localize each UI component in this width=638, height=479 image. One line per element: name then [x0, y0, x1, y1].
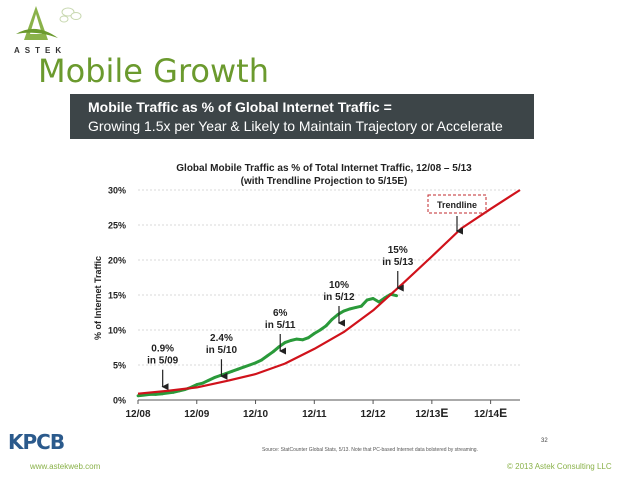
x-tick-label: 12/10: [243, 409, 268, 420]
actual-point: [242, 365, 246, 369]
actual-point: [330, 318, 334, 321]
annotation-date: in 5/09: [147, 356, 179, 367]
annotation-value: 6%: [273, 308, 288, 319]
source-note: Source: StatCounter Global Stats, 5/13. …: [262, 447, 478, 453]
actual-point: [154, 393, 158, 396]
actual-point: [230, 369, 234, 373]
x-tick-label: 12/12: [361, 409, 386, 420]
annotation-value: 0.9%: [151, 344, 174, 355]
series-actual-line: [137, 292, 397, 398]
x-tick-label: 12/13E: [415, 406, 448, 420]
annotation-date: in 5/11: [265, 320, 296, 331]
actual-point: [377, 300, 381, 304]
y-tick-label: 5%: [113, 361, 126, 371]
x-tick-label: 12/08: [125, 409, 150, 420]
x-tick-label: 12/11: [302, 409, 327, 420]
y-tick-label: 30%: [108, 186, 126, 196]
actual-point: [265, 354, 269, 358]
trendline-label-box: [427, 194, 487, 214]
y-tick-label: 10%: [108, 326, 126, 336]
actual-point: [348, 307, 351, 311]
logo-text: ASTEK: [14, 46, 67, 55]
actual-point: [207, 379, 210, 382]
actual-point: [271, 350, 275, 354]
actual-point: [254, 361, 257, 365]
actual-point: [165, 391, 169, 395]
actual-point: [312, 332, 316, 335]
x-tick-label: 12/14E: [474, 406, 507, 420]
actual-point: [171, 390, 175, 394]
actual-point: [324, 324, 328, 328]
annotation-date: in 5/10: [206, 345, 238, 356]
actual-point: [371, 297, 375, 300]
banner: Mobile Traffic as % of Global Internet T…: [70, 94, 534, 139]
actual-point: [224, 372, 228, 375]
annotation-value: 2.4%: [210, 333, 233, 344]
actual-point: [365, 298, 369, 302]
y-tick-label: 15%: [108, 291, 126, 301]
page-number: 32: [541, 438, 548, 444]
actual-point: [318, 328, 322, 332]
chart-title-line1: Global Mobile Traffic as % of Total Inte…: [176, 163, 472, 174]
annotation-value: 10%: [329, 280, 349, 291]
actual-point: [289, 339, 293, 342]
actual-point: [342, 309, 346, 313]
actual-point: [301, 338, 304, 342]
actual-point: [359, 304, 363, 308]
actual-point: [201, 381, 205, 385]
slide-title: Mobile Growth: [38, 52, 269, 90]
actual-point: [161, 392, 165, 396]
y-tick-label: 25%: [108, 221, 126, 231]
actual-point: [236, 367, 240, 371]
actual-point: [136, 394, 140, 398]
astek-logo-icon: [16, 6, 82, 40]
actual-point: [395, 294, 398, 298]
annotation-date: in 5/12: [323, 292, 355, 303]
y-axis-label: % of Internet Traffic: [93, 256, 103, 340]
banner-line-1: Mobile Traffic as % of Global Internet T…: [88, 99, 392, 115]
annotation-date: in 5/13: [382, 257, 414, 268]
actual-point: [307, 336, 310, 340]
actual-point: [354, 306, 357, 309]
actual-point: [213, 376, 216, 379]
actual-point: [295, 337, 299, 341]
banner-line-2: Growing 1.5x per Year & Likely to Mainta…: [88, 118, 503, 134]
annotation-value: 15%: [388, 245, 408, 256]
y-tick-label: 20%: [108, 256, 126, 266]
x-tick-label: 12/09: [184, 409, 209, 420]
actual-point: [142, 393, 146, 397]
x-tick-estimate-suffix: E: [499, 406, 507, 420]
x-tick-estimate-suffix: E: [440, 406, 448, 420]
actual-point: [248, 363, 252, 367]
kpcb-logo-icon: KPCB: [8, 430, 65, 452]
copyright: © 2013 Astek Consulting LLC: [507, 462, 612, 471]
actual-point: [283, 341, 287, 344]
actual-point: [260, 358, 263, 362]
chart-title-line2: (with Trendline Projection to 5/15E): [241, 176, 408, 187]
kpcb-logo-text: KPCB: [8, 430, 64, 452]
actual-point: [195, 383, 199, 386]
trendline-label: Trendline: [437, 200, 477, 210]
website-link[interactable]: www.astekweb.com: [30, 462, 101, 471]
y-tick-label: 0%: [113, 396, 126, 406]
